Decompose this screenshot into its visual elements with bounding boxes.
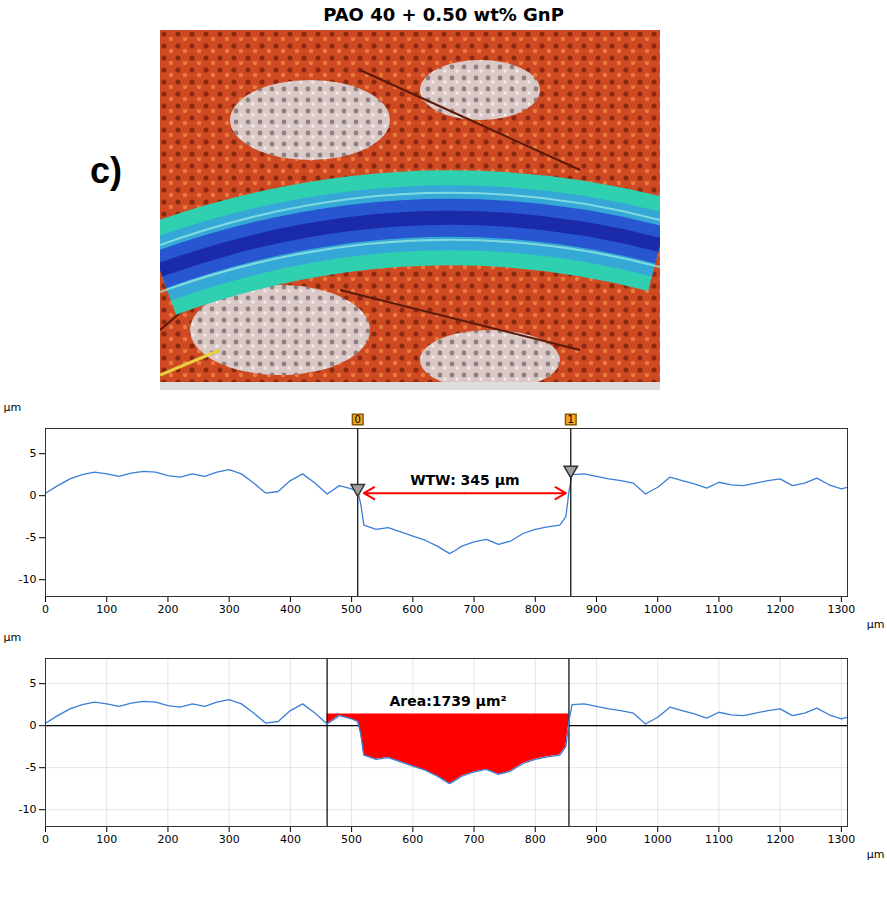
svg-text:WTW: 345 µm: WTW: 345 µm (410, 472, 519, 488)
svg-text:200: 200 (157, 833, 178, 846)
svg-text:-5: -5 (26, 531, 37, 544)
svg-text:600: 600 (402, 603, 423, 616)
svg-text:400: 400 (280, 833, 301, 846)
svg-text:µm: µm (4, 631, 22, 644)
svg-text:0: 0 (355, 414, 361, 425)
svg-text:1000: 1000 (644, 833, 672, 846)
svg-text:1200: 1200 (766, 833, 794, 846)
svg-text:300: 300 (219, 603, 240, 616)
svg-text:1000: 1000 (644, 603, 672, 616)
svg-text:1: 1 (568, 414, 574, 425)
svg-text:500: 500 (341, 833, 362, 846)
svg-text:100: 100 (96, 603, 117, 616)
svg-text:900: 900 (586, 603, 607, 616)
svg-text:5: 5 (30, 677, 37, 690)
svg-text:900: 900 (586, 833, 607, 846)
svg-text:0: 0 (42, 833, 49, 846)
svg-text:1100: 1100 (705, 833, 733, 846)
svg-text:300: 300 (219, 833, 240, 846)
svg-text:5: 5 (30, 447, 37, 460)
svg-text:600: 600 (402, 833, 423, 846)
html-text:PAO 40 + 0.50 wt% GnP: PAO 40 + 0.50 wt% GnP (323, 4, 564, 25)
svg-text:800: 800 (525, 603, 546, 616)
html-text:c): c) (90, 150, 122, 191)
svg-text:100: 100 (96, 833, 117, 846)
svg-text:800: 800 (525, 833, 546, 846)
svg-text:1100: 1100 (705, 603, 733, 616)
svg-text:1300: 1300 (827, 833, 855, 846)
svg-text:1300: 1300 (827, 603, 855, 616)
svg-text:700: 700 (464, 603, 485, 616)
svg-text:1200: 1200 (766, 603, 794, 616)
svg-text:400: 400 (280, 603, 301, 616)
svg-text:200: 200 (157, 603, 178, 616)
svg-text:0: 0 (30, 489, 37, 502)
svg-text:µm: µm (867, 618, 885, 631)
svg-text:-5: -5 (26, 761, 37, 774)
svg-text:Area:1739 µm²: Area:1739 µm² (389, 693, 506, 709)
svg-text:-10: -10 (19, 573, 37, 586)
svg-text:0: 0 (42, 603, 49, 616)
svg-text:µm: µm (4, 401, 22, 414)
svg-text:500: 500 (341, 603, 362, 616)
svg-text:-10: -10 (19, 803, 37, 816)
svg-text:700: 700 (464, 833, 485, 846)
svg-text:µm: µm (867, 848, 885, 861)
svg-text:0: 0 (30, 719, 37, 732)
